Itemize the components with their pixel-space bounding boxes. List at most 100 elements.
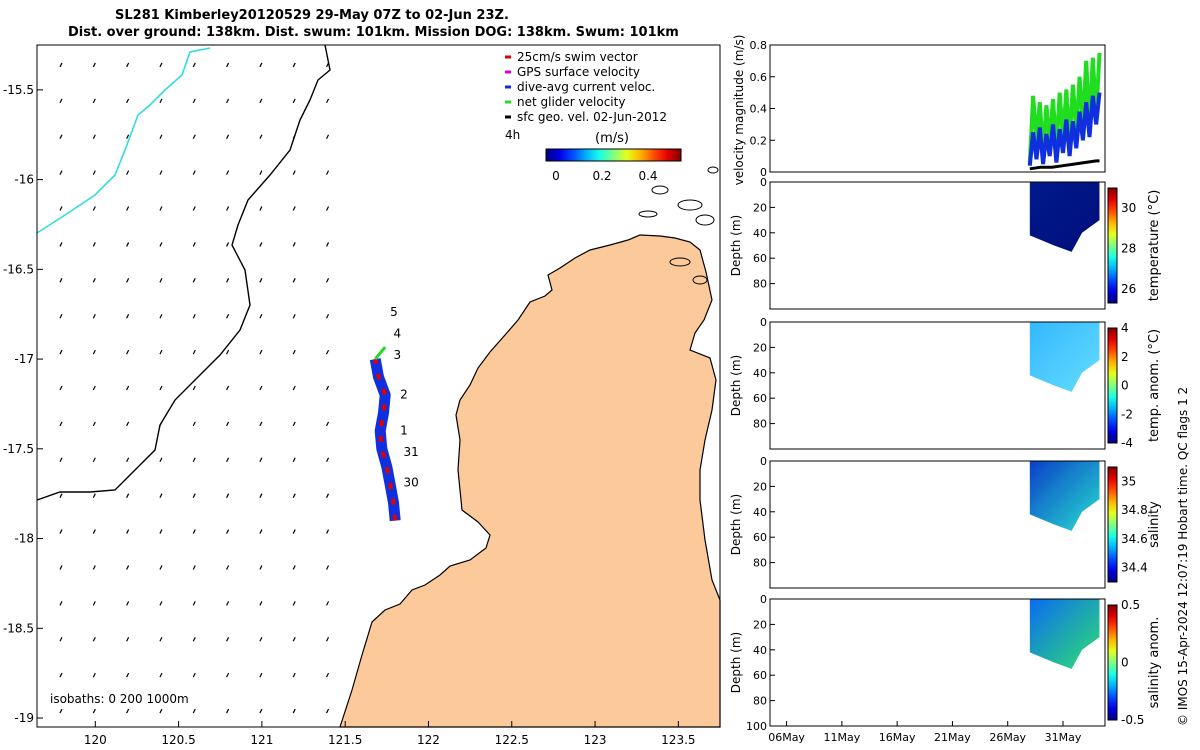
geo-arrow	[292, 457, 296, 463]
geo-arrow	[325, 278, 330, 283]
geo-arrow	[325, 62, 330, 68]
salinity-ytick-label: 80	[753, 557, 767, 570]
geo-arrow	[192, 170, 196, 175]
geo-arrow	[159, 385, 163, 391]
geo-arrow	[126, 62, 130, 68]
geo-arrow	[159, 206, 163, 211]
temp-anomaly-section	[1029, 322, 1100, 392]
map-xtick-label: 120.5	[161, 733, 195, 747]
geo-arrow	[92, 134, 96, 140]
velocity-ylabel: velocity magnitude (m/s)	[732, 35, 746, 186]
geo-arrow	[292, 421, 296, 427]
legend-entry: dive-avg current veloc.	[517, 80, 655, 94]
salinity-section	[1029, 461, 1100, 531]
geo-arrow	[226, 708, 230, 714]
island-1	[677, 199, 703, 211]
geo-arrow	[226, 385, 230, 391]
geo-arrow	[59, 98, 63, 104]
geo-arrow	[126, 278, 130, 283]
temp-anomaly-cbar-tick: 2	[1121, 350, 1129, 364]
salinity-anomaly-ytick-label: 60	[753, 669, 767, 682]
geo-arrow	[192, 636, 196, 642]
geo-arrow	[126, 134, 130, 140]
temp-anomaly-ytick-label: 60	[753, 392, 767, 405]
geo-arrow	[159, 134, 163, 140]
temperature-cbar-label: temperature (°C)	[1147, 190, 1162, 302]
temp-anomaly-ytick-label: 20	[753, 341, 767, 354]
velocity-series	[1027, 92, 1102, 166]
geo-arrow	[159, 349, 163, 355]
geo-arrow	[59, 349, 63, 355]
geo-arrow	[59, 385, 63, 391]
temperature-ytick-label: 80	[753, 278, 767, 291]
salinity-cbar-label: salinity	[1147, 501, 1162, 548]
geo-arrow	[192, 421, 196, 427]
geo-arrow	[159, 421, 163, 427]
geo-arrow	[192, 313, 196, 319]
geo-arrow	[192, 349, 196, 355]
geo-arrow	[159, 457, 163, 463]
temp-anomaly-cbar-tick: -4	[1121, 436, 1133, 450]
legend-entry: GPS surface velocity	[517, 65, 640, 79]
geo-arrow	[59, 278, 63, 283]
geo-arrow	[259, 134, 263, 140]
geo-arrow	[325, 457, 330, 463]
geo-arrow	[292, 134, 296, 140]
geo-arrow	[226, 206, 230, 211]
geo-arrow	[259, 672, 263, 678]
geo-arrow	[159, 170, 163, 175]
island-0	[651, 185, 669, 195]
isobath-1000m	[36, 44, 331, 501]
temp-anomaly-ytick-label: 40	[753, 367, 767, 380]
geo-arrow	[292, 493, 296, 498]
geo-arrow	[59, 565, 63, 570]
geo-arrow	[159, 313, 163, 319]
temperature-colorbar	[1107, 187, 1118, 304]
map-ytick-label: -18.5	[3, 621, 34, 635]
geo-arrow	[292, 313, 296, 319]
island-2	[695, 214, 715, 226]
map-xtick-label: 123	[584, 733, 607, 747]
geo-arrow	[59, 313, 63, 319]
geo-arrow	[92, 242, 96, 247]
salinity-ytick-label: 20	[753, 480, 767, 493]
geo-arrow	[226, 421, 230, 427]
temp-anomaly-cbar-tick: -2	[1121, 407, 1133, 421]
geo-arrow	[325, 313, 330, 319]
geo-arrow	[259, 708, 263, 714]
salinity-anomaly-ytick-label: 20	[753, 618, 767, 631]
map-colorbar-tick: 0.2	[592, 169, 611, 183]
geo-arrow	[192, 278, 196, 283]
geo-arrow	[325, 134, 330, 140]
geo-arrow	[259, 349, 263, 355]
geo-arrow	[226, 529, 230, 534]
day-label: 2	[400, 388, 408, 402]
velocity-ytick-label: 0	[760, 166, 767, 179]
geo-arrow	[126, 98, 130, 104]
salinity-ytick-label: 40	[753, 506, 767, 519]
geo-velocity-field	[59, 62, 330, 714]
map-ytick-label: -19	[14, 711, 34, 725]
time-xtick-label: 21May	[934, 731, 971, 744]
geo-arrow	[126, 493, 130, 498]
geo-arrow	[92, 672, 96, 678]
geo-arrow	[59, 206, 63, 211]
geo-arrow	[292, 98, 296, 104]
geo-arrow	[226, 565, 230, 570]
geo-arrow	[259, 242, 263, 247]
geo-arrow	[292, 170, 296, 175]
geo-arrow	[226, 636, 230, 642]
geo-arrow	[259, 313, 263, 319]
salinity-cbar-tick: 34.4	[1121, 561, 1148, 575]
geo-arrow	[325, 708, 330, 714]
geo-arrow	[159, 62, 163, 68]
geo-arrow	[259, 170, 263, 175]
geo-arrow	[292, 565, 296, 570]
geo-arrow	[59, 170, 63, 175]
time-xtick-label: 06May	[768, 731, 805, 744]
salinity-anomaly-ytick-label: 0	[760, 593, 767, 606]
temperature-ylabel: Depth (m)	[729, 215, 743, 276]
temp-anomaly-cbar-tick: 4	[1121, 321, 1129, 335]
temp-anomaly-cbar-tick: 0	[1121, 379, 1129, 393]
geo-arrow	[92, 98, 96, 104]
